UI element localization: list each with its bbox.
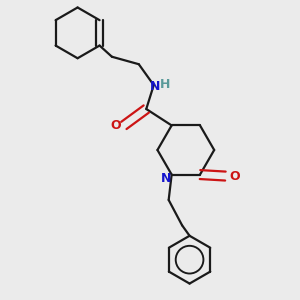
Text: N: N (150, 80, 160, 93)
Text: H: H (160, 78, 170, 91)
Text: O: O (229, 169, 240, 183)
Text: N: N (161, 172, 172, 185)
Text: O: O (110, 119, 121, 132)
